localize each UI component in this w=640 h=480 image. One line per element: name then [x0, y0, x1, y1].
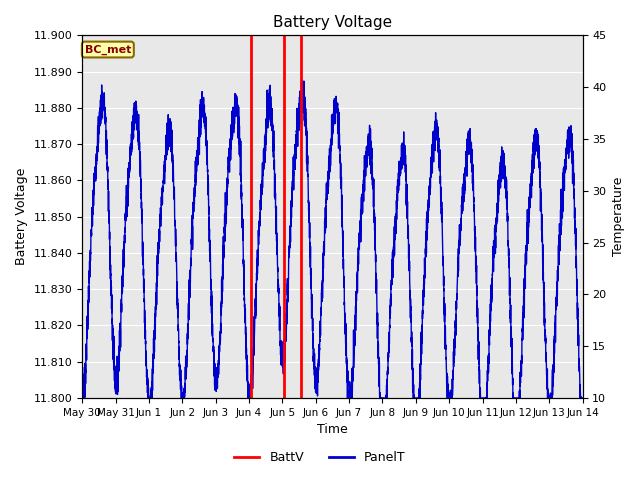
Title: Battery Voltage: Battery Voltage: [273, 15, 392, 30]
Y-axis label: Battery Voltage: Battery Voltage: [15, 168, 28, 265]
X-axis label: Time: Time: [317, 423, 348, 436]
Text: BC_met: BC_met: [84, 44, 131, 55]
Legend: BattV, PanelT: BattV, PanelT: [229, 446, 411, 469]
Y-axis label: Temperature: Temperature: [612, 177, 625, 256]
